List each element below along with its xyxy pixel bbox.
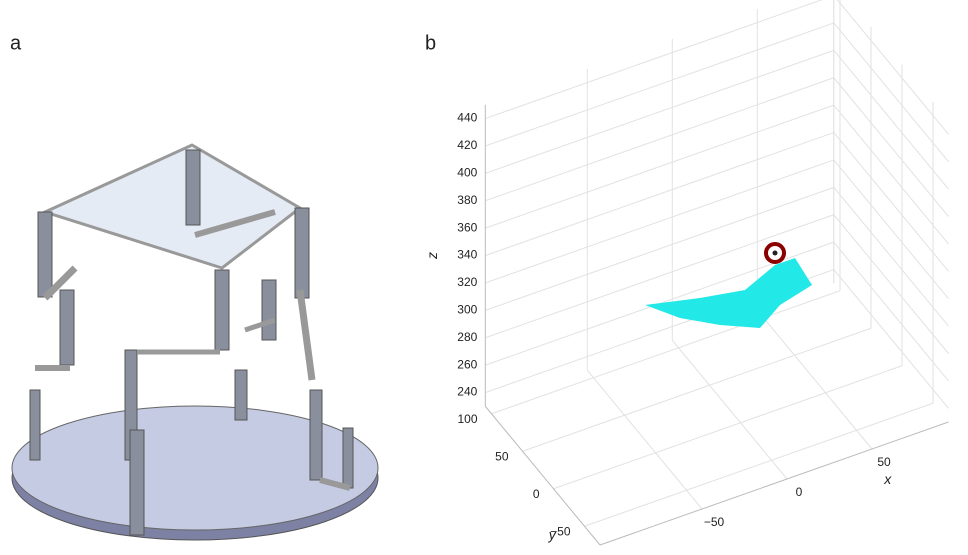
z-tick-label: 400 [457, 166, 477, 180]
y-tick-label: −50 [550, 524, 571, 538]
y-tick-label: 50 [495, 449, 509, 463]
plot-3d: 240 260 280 300 320 340 360 380 400 420 440 −50 0 50 −… [424, 0, 949, 546]
target-marker [764, 242, 786, 264]
z-tick-label: 440 [457, 111, 477, 125]
y-axis-label: y [548, 526, 557, 542]
grid-line [485, 49, 834, 174]
z-axis-label: z [424, 252, 440, 260]
z-tick-label: 280 [457, 330, 477, 344]
grid-line [833, 214, 949, 354]
grid-line [485, 0, 823, 120]
z-tick-label: 380 [457, 193, 477, 207]
robot-rendering [11, 143, 379, 541]
grid-line [584, 402, 934, 527]
target-marker-center [772, 250, 778, 256]
grid-line [833, 159, 949, 300]
grid-line [833, 50, 949, 190]
grid-line [553, 365, 903, 490]
grid-line [833, 269, 949, 409]
grid-line [485, 214, 834, 339]
x-tick-label: 0 [796, 485, 803, 499]
grid-line [485, 186, 834, 311]
axis-line [484, 405, 601, 546]
z-tick-label: 300 [457, 303, 477, 317]
grid-line [833, 77, 949, 217]
x-axis-label: x [883, 471, 892, 487]
z-tick-label: 420 [457, 138, 477, 152]
panel-label: b [425, 32, 436, 54]
z-tick-label: 240 [457, 385, 477, 399]
x-tick-label: −50 [704, 515, 725, 529]
z-tick-label: 320 [457, 275, 477, 289]
workspace-surface [645, 258, 812, 328]
grid-line [491, 290, 841, 415]
grid-line [485, 132, 834, 257]
grid-line [671, 339, 788, 480]
grid-line [586, 369, 703, 510]
x-tick-label: 50 [877, 455, 891, 469]
grid-line [833, 132, 949, 272]
grid-line [833, 104, 949, 245]
z-tick-label: 360 [457, 220, 477, 234]
grid-line [485, 104, 834, 229]
grid-line [485, 159, 834, 284]
y-tick-label: 100 [457, 412, 477, 426]
grid-line [756, 309, 873, 450]
grid-line [833, 22, 949, 163]
grid-line [833, 187, 949, 327]
grid-line [836, 0, 949, 135]
grid-line [485, 22, 834, 147]
z-tick-label: 340 [457, 248, 477, 262]
y-tick-label: 0 [533, 487, 540, 501]
panel-label: a [10, 32, 22, 54]
grid-line [833, 241, 949, 382]
axis-line [599, 421, 949, 546]
z-tick-label: 260 [457, 357, 477, 371]
grid-line [485, 77, 834, 202]
grid-line [522, 327, 872, 452]
